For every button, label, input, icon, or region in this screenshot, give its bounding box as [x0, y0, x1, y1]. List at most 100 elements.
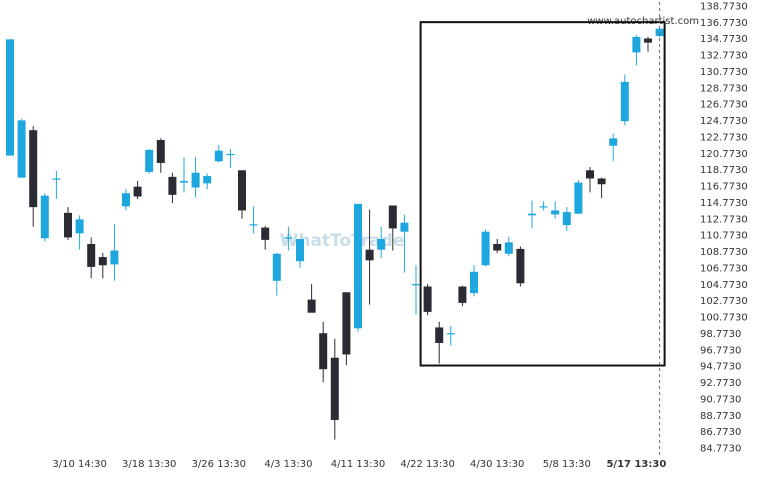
- y-tick-label: 132.7730: [700, 51, 748, 62]
- candle: [446, 325, 455, 346]
- candle: [644, 36, 652, 52]
- candle: [377, 226, 386, 258]
- candle: [191, 157, 200, 198]
- y-tick-label: 112.7730: [700, 214, 748, 225]
- candle: [539, 201, 548, 211]
- y-tick-label: 106.7730: [700, 263, 748, 274]
- candle: [342, 292, 351, 366]
- candle: [493, 239, 502, 253]
- candle: [64, 207, 72, 240]
- candle-body: [133, 186, 142, 197]
- y-tick-label: 90.7730: [700, 394, 741, 405]
- candle-body: [551, 210, 560, 215]
- y-tick-label: 110.7730: [700, 231, 748, 242]
- x-tick-label: 3/10 14:30: [52, 459, 106, 470]
- candle-body: [261, 227, 270, 240]
- pattern-box: [419, 21, 666, 367]
- candle-body: [238, 170, 246, 211]
- candle-body: [377, 239, 386, 250]
- candle: [122, 189, 130, 211]
- candle-body: [145, 149, 154, 172]
- candle-body: [52, 178, 61, 180]
- y-tick-label: 128.7730: [700, 83, 748, 94]
- candle-body: [400, 222, 409, 232]
- y-tick-label: 88.7730: [700, 411, 741, 422]
- candle-body: [319, 333, 328, 370]
- y-tick-label: 94.7730: [700, 362, 741, 373]
- candle-body: [40, 195, 49, 239]
- candle: [516, 246, 525, 287]
- y-tick-label: 116.7730: [700, 182, 748, 193]
- candle: [156, 138, 165, 173]
- candle-body: [574, 182, 583, 214]
- candle-body: [203, 176, 212, 184]
- candle-body: [586, 170, 594, 179]
- candle: [562, 207, 571, 231]
- candle-body: [620, 81, 629, 122]
- candle-body: [64, 212, 72, 238]
- candle: [6, 39, 14, 156]
- candle: [110, 224, 119, 281]
- x-axis: 3/10 14:30 3/18 13:30 3/26 13:30 4/3 13:30 4…: [52, 459, 666, 470]
- candle: [319, 321, 328, 383]
- candle: [75, 215, 84, 250]
- candle: [284, 226, 293, 251]
- candle-body: [644, 38, 652, 43]
- logo-watermark: WhatToTrade: [280, 231, 405, 251]
- x-tick-label: 3/18 13:30: [122, 459, 176, 470]
- candle: [330, 338, 339, 440]
- x-tick-label: 4/3 13:30: [264, 459, 312, 470]
- candle-body: [75, 219, 84, 234]
- candle-body: [412, 284, 420, 286]
- y-tick-label: 84.7730: [700, 444, 741, 455]
- x-tick-label: 3/26 13:30: [192, 459, 246, 470]
- candle-body: [180, 180, 188, 183]
- x-tick-label: 4/30 13:30: [470, 459, 524, 470]
- y-tick-label: 126.7730: [700, 100, 748, 111]
- candle: [620, 74, 629, 126]
- candle: [180, 157, 188, 193]
- y-axis: 138.7730 136.7730 134.7730 132.7730 130.7730…: [700, 2, 748, 455]
- candle-body: [296, 239, 304, 262]
- candle-body: [284, 237, 293, 239]
- x-tick-label: 5/8 13:30: [543, 459, 591, 470]
- candle-body: [446, 333, 455, 335]
- candle-body: [539, 206, 548, 208]
- candle-body: [272, 253, 281, 281]
- y-tick-label: 104.7730: [700, 280, 748, 291]
- candle-body: [458, 286, 467, 303]
- candle-body: [6, 39, 14, 156]
- candle-body: [470, 271, 478, 294]
- x-tick-label: 4/22 13:30: [400, 459, 454, 470]
- candle: [203, 173, 212, 190]
- candle-body: [168, 176, 177, 195]
- candle-body: [365, 249, 374, 261]
- x-tick-label: 5/17 13:30: [606, 459, 666, 470]
- candle-body: [29, 130, 38, 208]
- candle: [400, 214, 409, 273]
- candle-body: [87, 243, 96, 267]
- candle: [609, 133, 618, 162]
- candle-body: [249, 224, 258, 226]
- candle: [551, 201, 560, 219]
- candle-body: [226, 153, 235, 156]
- y-tick-label: 96.7730: [700, 345, 741, 356]
- candle-body: [504, 242, 513, 254]
- candle-body: [481, 231, 490, 266]
- candle: [458, 285, 467, 307]
- candle: [307, 284, 316, 313]
- candle-body: [388, 205, 397, 229]
- candle-body: [562, 212, 571, 226]
- candle-body: [516, 248, 525, 284]
- y-tick-label: 114.7730: [700, 198, 748, 209]
- y-tick-label: 92.7730: [700, 378, 741, 389]
- candle-body: [17, 120, 26, 178]
- candle: [632, 35, 641, 66]
- candle: [168, 172, 177, 204]
- y-tick-label: 100.7730: [700, 313, 748, 324]
- y-tick-label: 102.7730: [700, 296, 748, 307]
- candle: [481, 229, 490, 267]
- candle-body: [354, 203, 362, 329]
